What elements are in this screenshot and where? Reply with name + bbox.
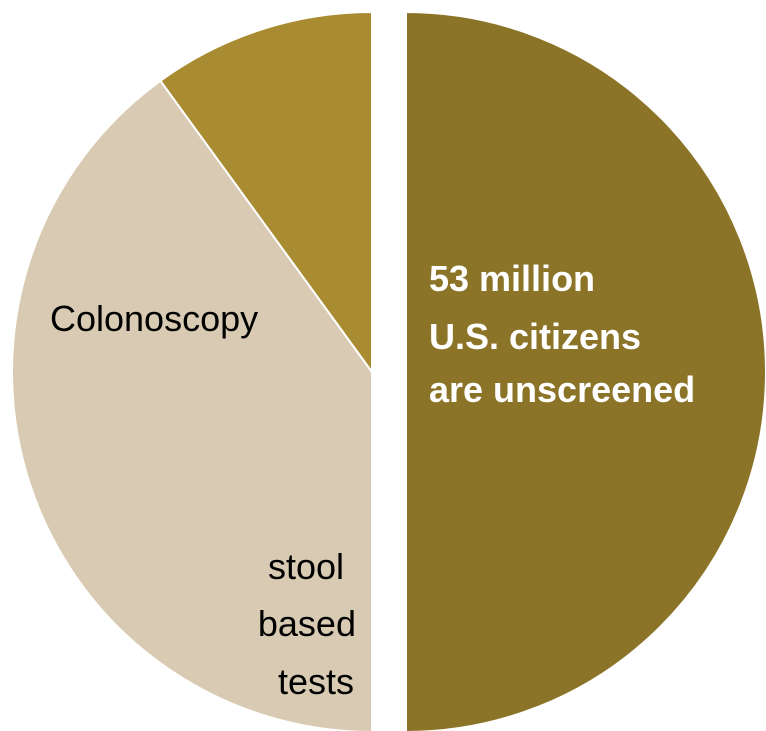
unscreened-label: 53 million U.S. citizens are unscreened (429, 258, 695, 410)
pie-slice-stool-based-tests (159, 10, 373, 376)
unscreened-label-line-1: 53 million (429, 258, 595, 299)
unscreened-label-line-3: are unscreened (429, 369, 695, 410)
pie-slice-unscreened (405, 10, 766, 731)
colonoscopy-label: Colonoscopy (50, 298, 258, 339)
stool-label-line-3: tests (278, 661, 354, 702)
stool-label-line-1: stool (268, 546, 344, 587)
unscreened-label-line-2: U.S. citizens (429, 316, 641, 357)
stool-label-line-2: based (258, 603, 356, 644)
stool-label: stool based tests (258, 546, 366, 702)
colonoscopy-label-line-1: Colonoscopy (50, 298, 258, 339)
pie-slice-colonoscopy (11, 79, 373, 731)
